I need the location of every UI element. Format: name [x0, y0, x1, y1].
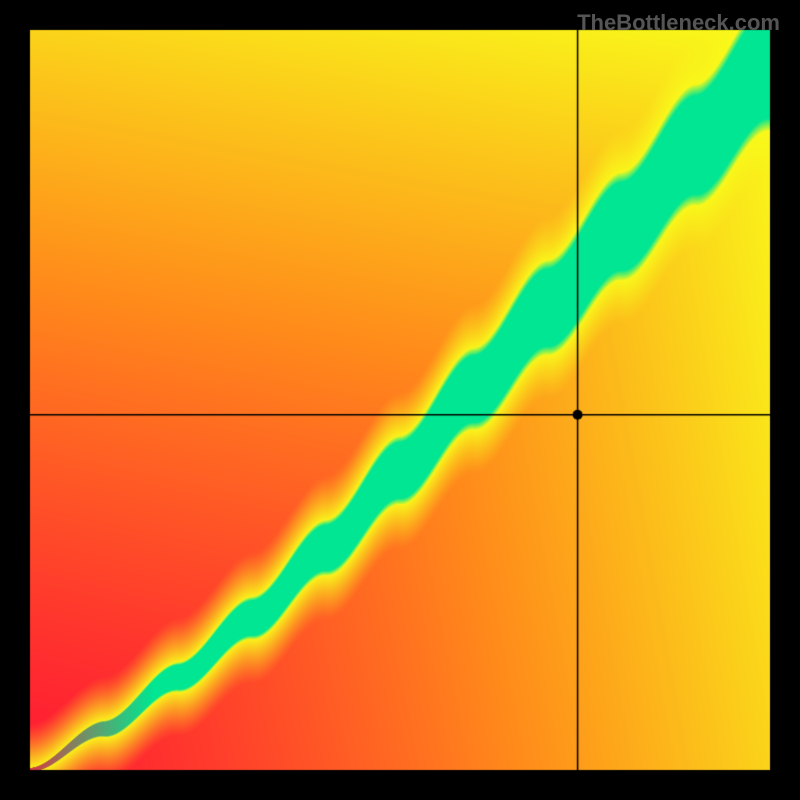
bottleneck-heatmap: [0, 0, 800, 800]
chart-container: TheBottleneck.com: [0, 0, 800, 800]
watermark-label: TheBottleneck.com: [577, 10, 780, 36]
